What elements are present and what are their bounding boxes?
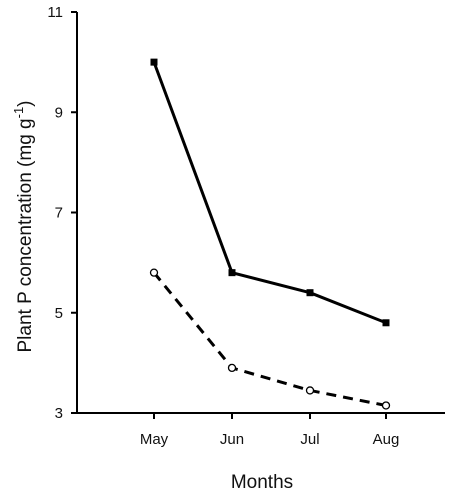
y-tick-label: 11 xyxy=(47,4,63,21)
series-2-line xyxy=(152,271,387,407)
y-tick-label: 5 xyxy=(55,305,63,322)
series-1-point xyxy=(150,58,158,66)
series-2-point xyxy=(305,386,315,395)
series-1-point xyxy=(228,269,236,277)
y-axis-title-main: Plant P concentration (mg g xyxy=(15,118,36,352)
y-tick-label: 7 xyxy=(55,205,63,222)
series-1-line xyxy=(152,61,387,325)
y-tick-label: 9 xyxy=(55,104,63,121)
series-1-point xyxy=(382,319,390,327)
x-tick-label: Jul xyxy=(300,431,319,448)
x-tick-label: May xyxy=(140,431,169,448)
x-axis-title: Months xyxy=(231,472,293,493)
axis-labels: Months Plant P concentration (mg g-1) xyxy=(11,100,293,493)
x-tick-label: Aug xyxy=(373,431,400,448)
x-tick-label: Jun xyxy=(220,431,244,448)
series-2-point xyxy=(381,401,391,410)
series-1-point xyxy=(306,289,314,297)
y-tick-label: 3 xyxy=(55,405,63,422)
y-axis-title: Plant P concentration (mg g-1) xyxy=(11,100,36,352)
series-2-point xyxy=(149,268,159,277)
y-axis-title-close: ) xyxy=(15,100,36,106)
series-layer xyxy=(149,58,391,410)
axes: 3 5 7 9 11 May Jun Jul Aug xyxy=(47,4,445,448)
y-axis-title-superscript: -1 xyxy=(11,107,26,119)
series-2-point xyxy=(227,363,237,373)
